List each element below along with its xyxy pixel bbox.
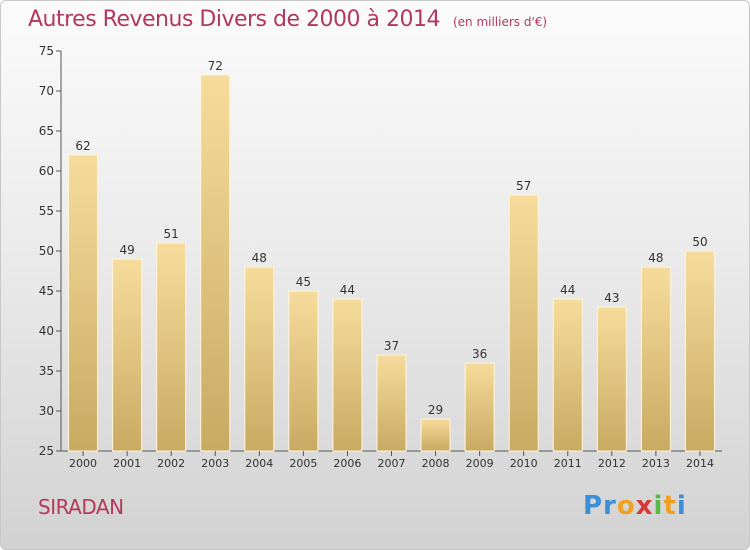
bar-value-label: 72 — [208, 59, 223, 73]
y-tick-label: 75 — [39, 44, 54, 58]
bar-2014 — [684, 250, 715, 452]
bar-value-label: 57 — [516, 179, 531, 193]
y-tick-label: 55 — [39, 204, 54, 218]
bar-value-label: 48 — [648, 251, 663, 265]
x-tick-label: 2001 — [113, 457, 141, 470]
x-tick-label: 2011 — [554, 457, 582, 470]
bar-value-label: 62 — [75, 139, 90, 153]
bar-value-label: 51 — [164, 227, 179, 241]
bar-2002 — [156, 242, 187, 452]
bar-2011 — [552, 298, 583, 452]
chart-unit: (en milliers d'€) — [452, 15, 548, 29]
x-tick-label: 2014 — [686, 457, 714, 470]
bar-value-label: 49 — [119, 243, 134, 257]
x-tick-label: 2004 — [245, 457, 273, 470]
y-tick-label: 35 — [39, 364, 54, 378]
bar-value-label: 45 — [296, 275, 311, 289]
proxiti-logo: Proxiti — [583, 491, 687, 521]
y-tick-label: 45 — [39, 284, 54, 298]
bar-2004 — [244, 266, 275, 452]
x-tick-label: 2010 — [510, 457, 538, 470]
x-tick-label: 2008 — [422, 457, 450, 470]
bar-value-label: 50 — [692, 235, 707, 249]
bar-value-label: 43 — [604, 291, 619, 305]
y-tick-label: 30 — [39, 404, 54, 418]
place-name: SIRADAN — [38, 495, 124, 519]
x-tick-label: 2012 — [598, 457, 626, 470]
x-tick-label: 2009 — [466, 457, 494, 470]
x-tick-label: 2002 — [157, 457, 185, 470]
x-tick-label: 2006 — [333, 457, 361, 470]
bar-value-label: 48 — [252, 251, 267, 265]
chart-title-text: Autres Revenus Divers de 2000 à 2014 — [28, 7, 440, 32]
chart-title: Autres Revenus Divers de 2000 à 2014 (en… — [28, 7, 547, 32]
x-tick-label: 2000 — [69, 457, 97, 470]
x-tick-label: 2003 — [201, 457, 229, 470]
bar-2008 — [420, 418, 451, 452]
bar-2003 — [200, 74, 231, 452]
bar-value-label: 37 — [384, 339, 399, 353]
bar-2001 — [112, 258, 143, 452]
bar-2005 — [288, 290, 319, 452]
y-tick-label: 40 — [39, 324, 54, 338]
bar-value-label: 44 — [560, 283, 575, 297]
bar-value-label: 36 — [472, 347, 487, 361]
y-tick-label: 50 — [39, 244, 54, 258]
y-tick-label: 60 — [39, 164, 54, 178]
bar-2009 — [464, 362, 495, 452]
x-tick-label: 2007 — [378, 457, 406, 470]
y-tick-label: 25 — [39, 444, 54, 458]
bar-2007 — [376, 354, 407, 452]
x-tick-label: 2005 — [289, 457, 317, 470]
y-tick-label: 65 — [39, 124, 54, 138]
bar-2006 — [332, 298, 363, 452]
bar-2010 — [508, 194, 539, 452]
bar-2012 — [596, 306, 627, 452]
bar-2013 — [640, 266, 671, 452]
y-tick-label: 70 — [39, 84, 54, 98]
bar-value-label: 44 — [340, 283, 355, 297]
x-tick-label: 2013 — [642, 457, 670, 470]
bar-value-label: 29 — [428, 403, 443, 417]
bar-2000 — [68, 154, 99, 452]
